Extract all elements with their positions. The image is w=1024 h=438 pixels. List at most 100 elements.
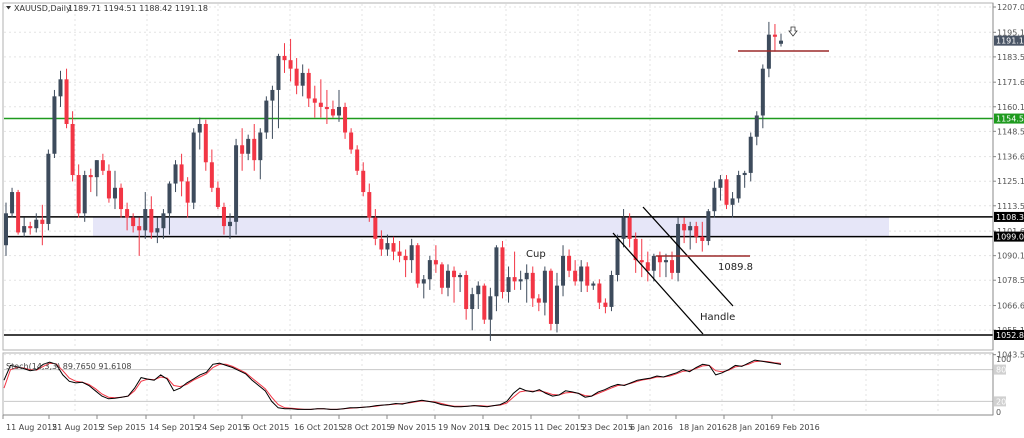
candle: [488, 296, 493, 320]
horizontal-lines[interactable]: [4, 117, 993, 336]
stochastic-axis: 100 80 20 0: [992, 353, 1011, 417]
candle: [579, 266, 584, 282]
candle: [639, 260, 644, 263]
price-tick: 1090.10: [997, 252, 1024, 261]
date-tick: 18 Jan 2016: [679, 423, 727, 432]
stochastic-levels: [4, 369, 993, 402]
price-label-1099.05: [994, 231, 1024, 242]
candle: [645, 262, 650, 271]
candlesticks: [4, 21, 783, 341]
candle: [252, 138, 257, 161]
price-tick: 1183.55: [997, 53, 1024, 62]
candle: [228, 221, 233, 227]
candle: [700, 236, 705, 241]
svg-text:1108.30: 1108.30: [996, 213, 1024, 222]
svg-text:100: 100: [996, 355, 1011, 364]
candle: [530, 272, 535, 299]
candle: [155, 228, 160, 233]
candle: [119, 187, 124, 210]
candle: [191, 132, 196, 203]
candle: [742, 172, 747, 176]
candle: [367, 192, 372, 218]
candle: [4, 213, 8, 246]
candle: [112, 187, 117, 199]
support-resistance-zone: [93, 216, 889, 237]
candle: [46, 153, 51, 224]
candle: [397, 251, 402, 256]
candle: [718, 179, 723, 188]
candle: [676, 223, 681, 273]
candle: [10, 192, 15, 214]
candle: [197, 123, 202, 133]
candle: [209, 162, 214, 188]
date-tick: 1 Dec 2015: [486, 423, 532, 432]
price-tick: 1125.10: [997, 177, 1024, 186]
candle: [258, 132, 263, 161]
ohlc-values: 1189.71 1194.51 1188.42 1191.18: [68, 4, 208, 13]
candle: [670, 260, 675, 273]
candle: [234, 145, 239, 222]
candle: [373, 217, 378, 239]
candle: [330, 109, 335, 116]
price-label-1108.30: [994, 211, 1024, 222]
down-arrow-icon[interactable]: [788, 26, 798, 37]
date-tick: 28 Oct 2015: [342, 423, 391, 432]
candle: [627, 217, 632, 239]
date-tick: 28 Jan 2016: [727, 423, 775, 432]
price-axis[interactable]: 1207.00 1195.10 1183.55 1171.65 1160.10 1148.…: [992, 3, 1024, 360]
price-label-1154.55: [994, 113, 1024, 124]
candle: [433, 260, 438, 265]
handle-channel-lower-line[interactable]: [612, 232, 704, 335]
candle: [300, 72, 305, 86]
candle: [567, 255, 572, 271]
candle: [724, 179, 729, 205]
date-tick: 24 Sep 2015: [197, 423, 248, 432]
handle-annotation: Handle: [700, 312, 735, 323]
candle: [573, 270, 578, 282]
price-tick: 1148.55: [997, 127, 1024, 136]
candle: [379, 238, 384, 250]
candle: [760, 68, 765, 116]
candle: [161, 213, 166, 229]
candle: [591, 283, 596, 286]
candle: [524, 272, 529, 280]
candle: [657, 255, 662, 263]
price-tick: 1160.10: [997, 103, 1024, 112]
candle: [125, 209, 130, 218]
price-tick: 1113.55: [997, 202, 1024, 211]
collapse-triangle-icon[interactable]: [6, 6, 11, 10]
candle: [736, 175, 741, 199]
svg-text:1154.55: 1154.55: [996, 115, 1024, 124]
candle: [34, 219, 39, 229]
candle: [548, 270, 553, 324]
candle: [361, 170, 366, 193]
candle: [621, 217, 626, 239]
date-tick: 21 Aug 2015: [52, 423, 103, 432]
candle: [464, 275, 469, 310]
price-tick: 1195.10: [997, 28, 1024, 37]
candle: [215, 187, 220, 207]
candle: [391, 243, 396, 252]
candle: [754, 115, 759, 137]
candle: [476, 285, 481, 295]
main-chart-frame: [2, 2, 994, 351]
stochastic-main-line: [3, 359, 782, 410]
candle: [94, 160, 99, 178]
svg-text:1099.05: 1099.05: [996, 233, 1024, 242]
price-label-1052.80: [994, 329, 1024, 340]
candle: [518, 279, 523, 282]
candle: [494, 247, 499, 297]
candle: [415, 245, 420, 284]
candle: [337, 106, 342, 116]
candle: [288, 60, 293, 69]
candle: [106, 170, 111, 199]
stochastic-label: Stoch(14,3,3) 89.7650 91.6108: [6, 362, 132, 371]
candle: [651, 255, 656, 271]
candle: [28, 226, 33, 229]
date-tick: 9 Nov 2015: [390, 423, 436, 432]
candle: [633, 238, 638, 261]
candle: [439, 264, 444, 288]
candle: [536, 298, 541, 303]
